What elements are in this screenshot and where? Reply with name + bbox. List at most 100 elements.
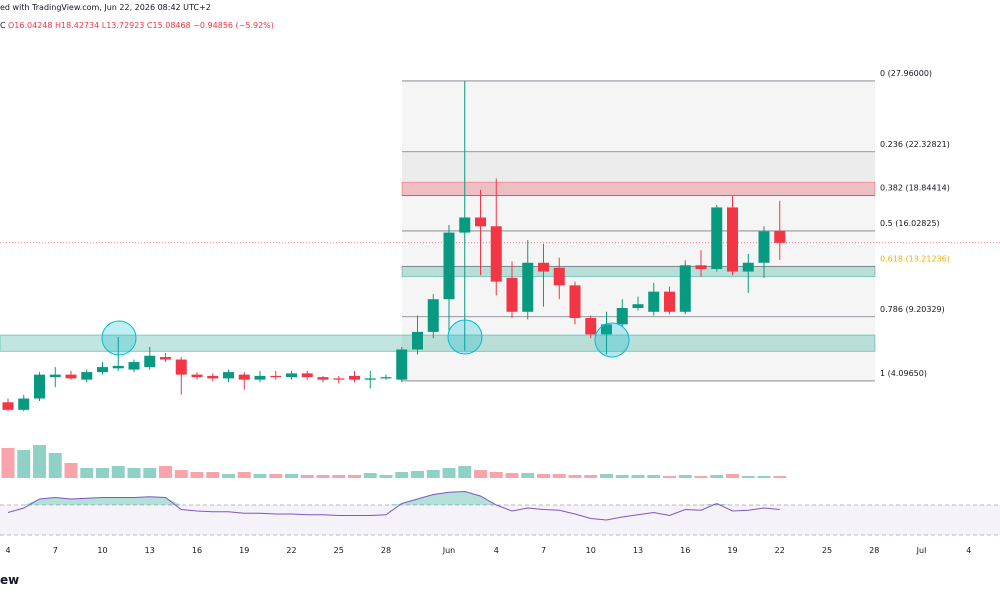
volume-bar	[726, 474, 739, 478]
candle-body	[286, 373, 297, 378]
candle-body	[648, 291, 660, 312]
candle-body	[506, 277, 518, 312]
fib-label: 0.786 (9.20329)	[880, 305, 945, 314]
candle-body	[364, 378, 376, 380]
x-tick-label: Jun	[442, 546, 456, 555]
candle-body	[65, 374, 77, 379]
candle-body	[742, 262, 754, 272]
fib-band	[402, 316, 875, 381]
candle-body	[128, 362, 140, 370]
volume-bar	[222, 474, 235, 478]
x-tick-label: 19	[239, 546, 249, 555]
volume-bar	[127, 468, 141, 478]
volume-bar	[174, 470, 188, 478]
candle-body	[97, 367, 108, 373]
x-tick-label: Jul	[916, 546, 927, 555]
x-tick-label: 16	[680, 546, 690, 555]
volume-bar	[48, 453, 62, 478]
annotation-circle	[447, 319, 483, 355]
volume-bar	[521, 473, 535, 478]
x-tick-label: 13	[145, 546, 155, 555]
volume-bar	[395, 472, 409, 478]
volume-bar	[537, 474, 550, 478]
volume-bar	[647, 475, 661, 478]
annotation-circle	[101, 320, 137, 356]
volume-bar	[505, 473, 519, 478]
volume-bar	[33, 445, 46, 478]
x-tick-label: 4	[5, 546, 10, 555]
x-tick-label: 25	[822, 546, 832, 555]
candle-body	[443, 232, 455, 300]
rsi-line	[7, 490, 780, 521]
candle-body	[317, 377, 329, 380]
candle-body	[396, 349, 408, 380]
candle-body	[333, 378, 345, 380]
candle-body	[254, 375, 266, 380]
candle-body	[538, 262, 549, 272]
credit: ed with TradingView.com, Jun 22, 2026 08…	[0, 3, 211, 12]
fib-label: 1 (4.09650)	[880, 369, 927, 378]
candle-body	[601, 324, 612, 335]
candle-body	[2, 402, 14, 410]
volume-bar	[379, 475, 393, 478]
annotation-circle	[594, 322, 630, 358]
candle-body	[727, 207, 738, 272]
volume-bar	[159, 466, 172, 478]
candle-body	[585, 318, 597, 335]
x-tick-label: 19	[727, 546, 737, 555]
fib-label: 0.382 (18.84414)	[880, 184, 950, 193]
candle-body	[238, 374, 250, 380]
volume-bar	[757, 476, 771, 478]
candle-body	[711, 207, 723, 270]
x-tick-label: 28	[869, 546, 879, 555]
candle-body	[349, 375, 360, 380]
volume-bar	[678, 475, 692, 478]
volume-bar	[348, 475, 361, 478]
volume-bar	[710, 475, 724, 478]
volume-bar	[600, 474, 613, 478]
fib-band	[402, 230, 875, 267]
zone	[0, 334, 876, 352]
volume-bar	[426, 470, 440, 478]
volume-bar	[190, 472, 204, 478]
fib-label: 0.618 (13.21236)	[880, 254, 950, 263]
candle-body	[175, 359, 187, 375]
x-tick-label: 4	[494, 546, 499, 555]
candle-body	[569, 285, 581, 319]
volume-bar	[568, 475, 582, 478]
volume-bar	[615, 475, 629, 478]
candle-body	[412, 331, 423, 350]
x-tick-label: 22	[286, 546, 296, 555]
fib-band	[402, 151, 875, 196]
volume-bar	[316, 475, 330, 478]
logo: ew	[0, 573, 19, 587]
candle-body	[191, 374, 203, 378]
fib-band	[402, 80, 875, 152]
volume-bar	[584, 475, 598, 478]
volume-bar	[489, 472, 503, 478]
x-tick-label: 7	[53, 546, 58, 555]
candle-body	[553, 267, 565, 286]
ohlc-prefix: C	[0, 21, 6, 30]
volume-bar	[1, 448, 15, 478]
candle-body	[270, 375, 282, 378]
x-tick-label: 4	[966, 546, 971, 555]
volume-bar	[80, 468, 94, 478]
candle-body	[758, 231, 770, 263]
volume-bar	[285, 474, 298, 478]
x-tick-label: 28	[381, 546, 391, 555]
volume-bar	[237, 472, 251, 478]
volume-bar	[411, 471, 424, 478]
candle-body	[427, 299, 439, 332]
candle-body	[475, 217, 486, 227]
volume-bar	[143, 468, 157, 478]
candle-body	[459, 217, 471, 233]
rsi-overbought-fill	[8, 491, 780, 505]
volume-bar	[552, 474, 566, 478]
zone	[401, 265, 876, 278]
x-tick-label: 13	[633, 546, 643, 555]
volume-bar	[442, 468, 456, 478]
volume-bar	[17, 450, 31, 478]
candle-body	[616, 308, 628, 325]
